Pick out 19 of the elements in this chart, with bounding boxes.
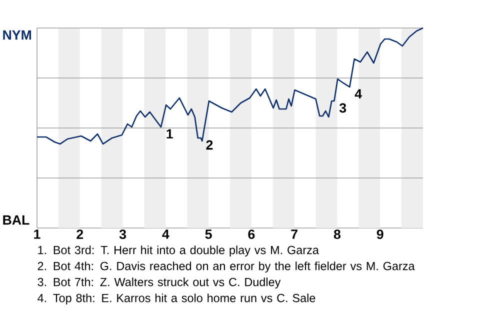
text: 2. Bot 4th: G. Davis reached on an error by the left fielder vs M. Garza [38, 262, 415, 273]
annotation: 1 [166, 129, 173, 138]
annotation: 2 [206, 140, 213, 150]
text: 4. Top 8th: E. Karros hit a solo home run vs C. Sale [38, 294, 316, 305]
x-tick-label: 2 [76, 230, 84, 239]
x-tick-label: 5 [205, 230, 212, 239]
text: 1. Bot 3rd: T. Herr hit into a double play vs M. Garza [38, 246, 319, 257]
x-tick-label: 3 [119, 230, 126, 240]
x-tick-label: 7 [291, 230, 298, 239]
x-tick-label: 9 [376, 230, 384, 240]
annotation: 3 [339, 103, 346, 113]
text: 3. Bot 7th: Z. Walters struck out vs C. Dudley [38, 278, 281, 289]
x-tick-label: 8 [334, 230, 341, 240]
x-tick-label: 6 [248, 230, 255, 240]
x-tick-label: 4 [162, 230, 170, 239]
text: BAL [3, 215, 30, 225]
annotation: 4 [354, 89, 362, 98]
text: NYM [3, 30, 32, 40]
x-tick-label: 1 [34, 230, 40, 239]
